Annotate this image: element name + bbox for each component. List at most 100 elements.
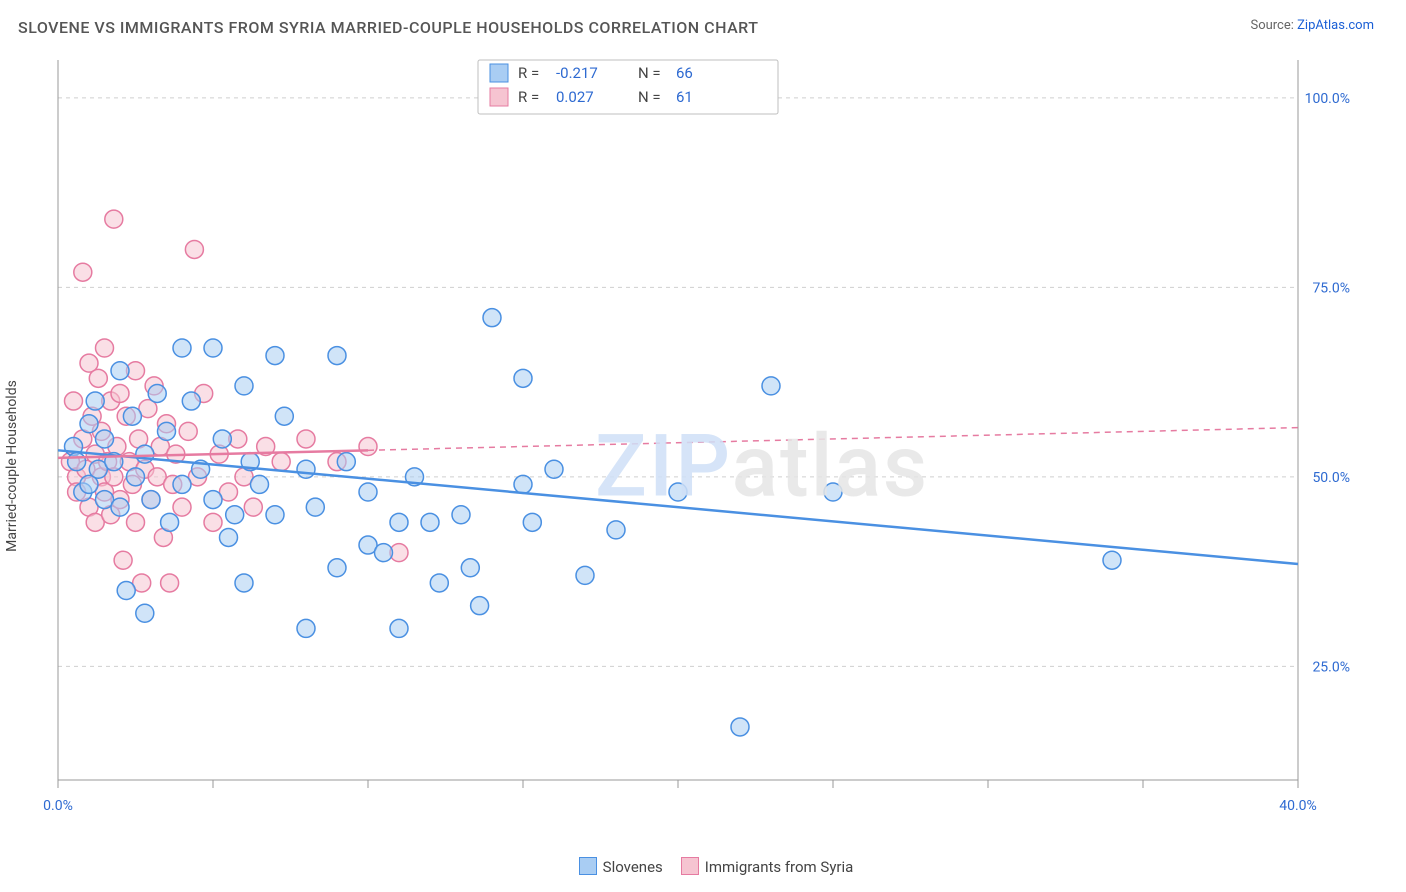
data-point-slovenes	[136, 445, 154, 463]
data-point-slovenes	[461, 559, 479, 577]
legend-r-label: R =	[518, 64, 539, 82]
data-point-slovenes	[142, 491, 160, 509]
data-point-slovenes	[328, 559, 346, 577]
data-point-slovenes	[545, 460, 563, 478]
data-point-syria	[65, 392, 83, 410]
data-point-slovenes	[158, 422, 176, 440]
data-point-syria	[244, 498, 262, 516]
data-point-slovenes	[111, 362, 129, 380]
data-point-slovenes	[576, 566, 594, 584]
data-point-slovenes	[68, 453, 86, 471]
data-point-slovenes	[762, 377, 780, 395]
data-point-syria	[173, 498, 191, 516]
data-point-syria	[74, 263, 92, 281]
data-point-slovenes	[173, 475, 191, 493]
data-point-slovenes	[390, 513, 408, 531]
data-point-syria	[127, 513, 145, 531]
data-point-slovenes	[204, 491, 222, 509]
data-point-slovenes	[297, 619, 315, 637]
data-point-slovenes	[328, 347, 346, 365]
data-point-slovenes	[306, 498, 324, 516]
data-point-slovenes	[182, 392, 200, 410]
scatter-chart: 25.0% 50.0% 75.0% 100.0% 0.0% 40.0% R = -0.217 N…	[18, 50, 1358, 840]
data-point-syria	[105, 210, 123, 228]
chart-title: SLOVENE VS IMMIGRANTS FROM SYRIA MARRIED…	[18, 18, 758, 37]
data-point-slovenes	[86, 392, 104, 410]
legend-r-value-slovenes: -0.217	[556, 64, 598, 82]
source-link[interactable]: ZipAtlas.com	[1297, 18, 1374, 33]
data-point-syria	[161, 574, 179, 592]
data-point-slovenes	[390, 619, 408, 637]
data-point-slovenes	[235, 574, 253, 592]
data-point-syria	[96, 339, 114, 357]
data-point-slovenes	[80, 415, 98, 433]
data-point-slovenes	[226, 506, 244, 524]
data-point-slovenes	[824, 483, 842, 501]
data-point-slovenes	[514, 369, 532, 387]
data-point-slovenes	[127, 468, 145, 486]
data-point-syria	[114, 551, 132, 569]
data-point-slovenes	[483, 309, 501, 327]
data-point-syria	[297, 430, 315, 448]
data-point-slovenes	[251, 475, 269, 493]
data-point-syria	[272, 453, 290, 471]
data-point-syria	[89, 369, 107, 387]
y-tick-label: 100.0%	[1305, 91, 1350, 107]
data-point-slovenes	[275, 407, 293, 425]
data-point-slovenes	[213, 430, 231, 448]
y-tick-label: 25.0%	[1312, 659, 1350, 675]
y-tick-label: 75.0%	[1312, 280, 1350, 296]
source-prefix: Source:	[1250, 18, 1297, 33]
data-point-slovenes	[297, 460, 315, 478]
data-point-slovenes	[220, 528, 238, 546]
legend-r-label: R =	[518, 88, 539, 106]
data-point-slovenes	[731, 718, 749, 736]
y-tick-label: 50.0%	[1312, 470, 1350, 486]
data-point-slovenes	[148, 384, 166, 402]
data-point-slovenes	[669, 483, 687, 501]
legend-swatch-slovenes	[490, 64, 508, 82]
data-point-slovenes	[359, 483, 377, 501]
data-point-syria	[179, 422, 197, 440]
legend-label-slovenes: Slovenes	[603, 858, 663, 876]
data-point-syria	[185, 240, 203, 258]
chart-container: Married-couple Households 25.0%50.0%75.0…	[18, 50, 1396, 882]
x-tick-label: 40.0%	[1279, 798, 1317, 814]
data-point-slovenes	[173, 339, 191, 357]
legend-swatch-syria	[490, 88, 508, 106]
legend-n-value-slovenes: 66	[676, 64, 693, 82]
data-point-slovenes	[421, 513, 439, 531]
legend-label-syria: Immigrants from Syria	[705, 858, 854, 876]
data-point-syria	[204, 513, 222, 531]
legend-swatch-syria	[681, 857, 699, 875]
data-point-slovenes	[523, 513, 541, 531]
data-point-slovenes	[96, 430, 114, 448]
data-point-slovenes	[430, 574, 448, 592]
data-point-slovenes	[452, 506, 470, 524]
data-point-slovenes	[607, 521, 625, 539]
legend-n-label: N =	[638, 64, 661, 82]
data-point-slovenes	[117, 582, 135, 600]
data-point-slovenes	[111, 498, 129, 516]
data-point-slovenes	[471, 597, 489, 615]
data-point-syria	[359, 438, 377, 456]
legend-swatch-slovenes	[579, 857, 597, 875]
data-point-slovenes	[204, 339, 222, 357]
data-point-syria	[111, 384, 129, 402]
data-point-slovenes	[375, 544, 393, 562]
data-point-slovenes	[514, 475, 532, 493]
legend-r-value-syria: 0.027	[556, 88, 594, 106]
data-point-slovenes	[136, 604, 154, 622]
data-point-slovenes	[123, 407, 141, 425]
legend-n-value-syria: 61	[676, 88, 693, 106]
source-attribution: Source: ZipAtlas.com	[1250, 18, 1374, 33]
trend-line-dash-syria	[368, 428, 1298, 451]
data-point-slovenes	[266, 506, 284, 524]
y-axis-label: Married-couple Households	[4, 380, 20, 552]
data-point-slovenes	[1103, 551, 1121, 569]
data-point-slovenes	[337, 453, 355, 471]
legend-n-label: N =	[638, 88, 661, 106]
bottom-legend: Slovenes Immigrants from Syria	[18, 857, 1396, 876]
data-point-slovenes	[161, 513, 179, 531]
x-tick-label: 0.0%	[43, 798, 73, 814]
